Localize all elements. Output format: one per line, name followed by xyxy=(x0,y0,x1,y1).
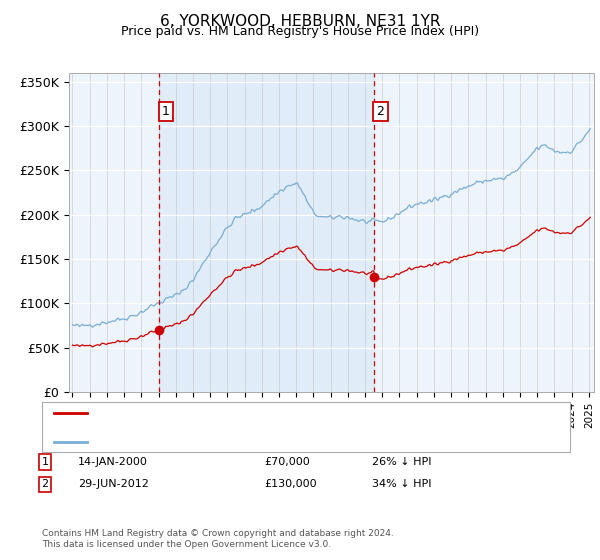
Text: 6, YORKWOOD, HEBBURN, NE31 1YR (detached house): 6, YORKWOOD, HEBBURN, NE31 1YR (detached… xyxy=(93,407,398,417)
Text: Price paid vs. HM Land Registry's House Price Index (HPI): Price paid vs. HM Land Registry's House … xyxy=(121,25,479,38)
Bar xyxy=(159,73,374,392)
Text: £70,000: £70,000 xyxy=(264,457,310,467)
Text: 29-JUN-2012: 29-JUN-2012 xyxy=(78,479,149,489)
Text: Contains HM Land Registry data © Crown copyright and database right 2024.
This d: Contains HM Land Registry data © Crown c… xyxy=(42,529,394,549)
Text: 14-JAN-2000: 14-JAN-2000 xyxy=(78,457,148,467)
Text: 2: 2 xyxy=(41,479,49,489)
Text: £130,000: £130,000 xyxy=(264,479,317,489)
Text: 2: 2 xyxy=(377,105,385,118)
Text: 26% ↓ HPI: 26% ↓ HPI xyxy=(372,457,431,467)
Text: HPI: Average price, detached house, South Tyneside: HPI: Average price, detached house, Sout… xyxy=(93,436,384,446)
Text: 6, YORKWOOD, HEBBURN, NE31 1YR: 6, YORKWOOD, HEBBURN, NE31 1YR xyxy=(160,14,440,29)
Text: 1: 1 xyxy=(41,457,49,467)
Text: 34% ↓ HPI: 34% ↓ HPI xyxy=(372,479,431,489)
Text: 1: 1 xyxy=(162,105,170,118)
